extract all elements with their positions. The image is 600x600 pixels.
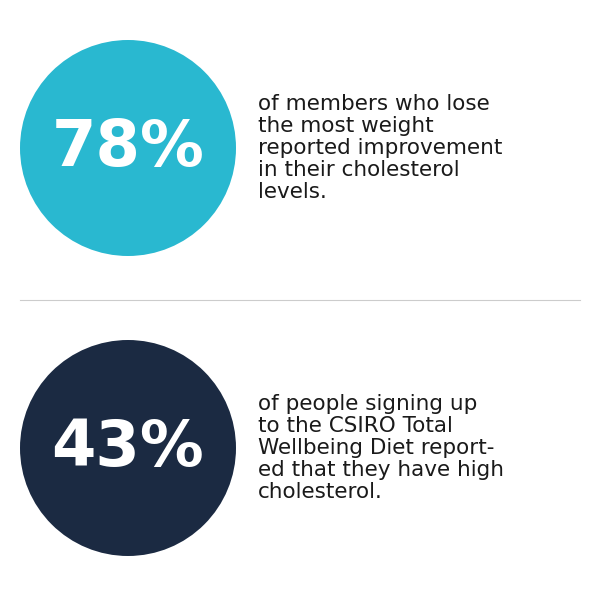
Circle shape — [20, 340, 236, 556]
Text: of members who lose: of members who lose — [258, 94, 490, 114]
Text: cholesterol.: cholesterol. — [258, 482, 383, 502]
Text: Wellbeing Diet report-: Wellbeing Diet report- — [258, 438, 494, 458]
Text: 78%: 78% — [52, 117, 205, 179]
Circle shape — [20, 40, 236, 256]
Text: of people signing up: of people signing up — [258, 394, 478, 414]
Text: reported improvement: reported improvement — [258, 138, 502, 158]
Text: the most weight: the most weight — [258, 116, 434, 136]
Text: in their cholesterol: in their cholesterol — [258, 160, 460, 180]
Text: levels.: levels. — [258, 182, 327, 202]
Text: to the CSIRO Total: to the CSIRO Total — [258, 416, 453, 436]
Text: ed that they have high: ed that they have high — [258, 460, 504, 480]
Text: 43%: 43% — [52, 417, 205, 479]
